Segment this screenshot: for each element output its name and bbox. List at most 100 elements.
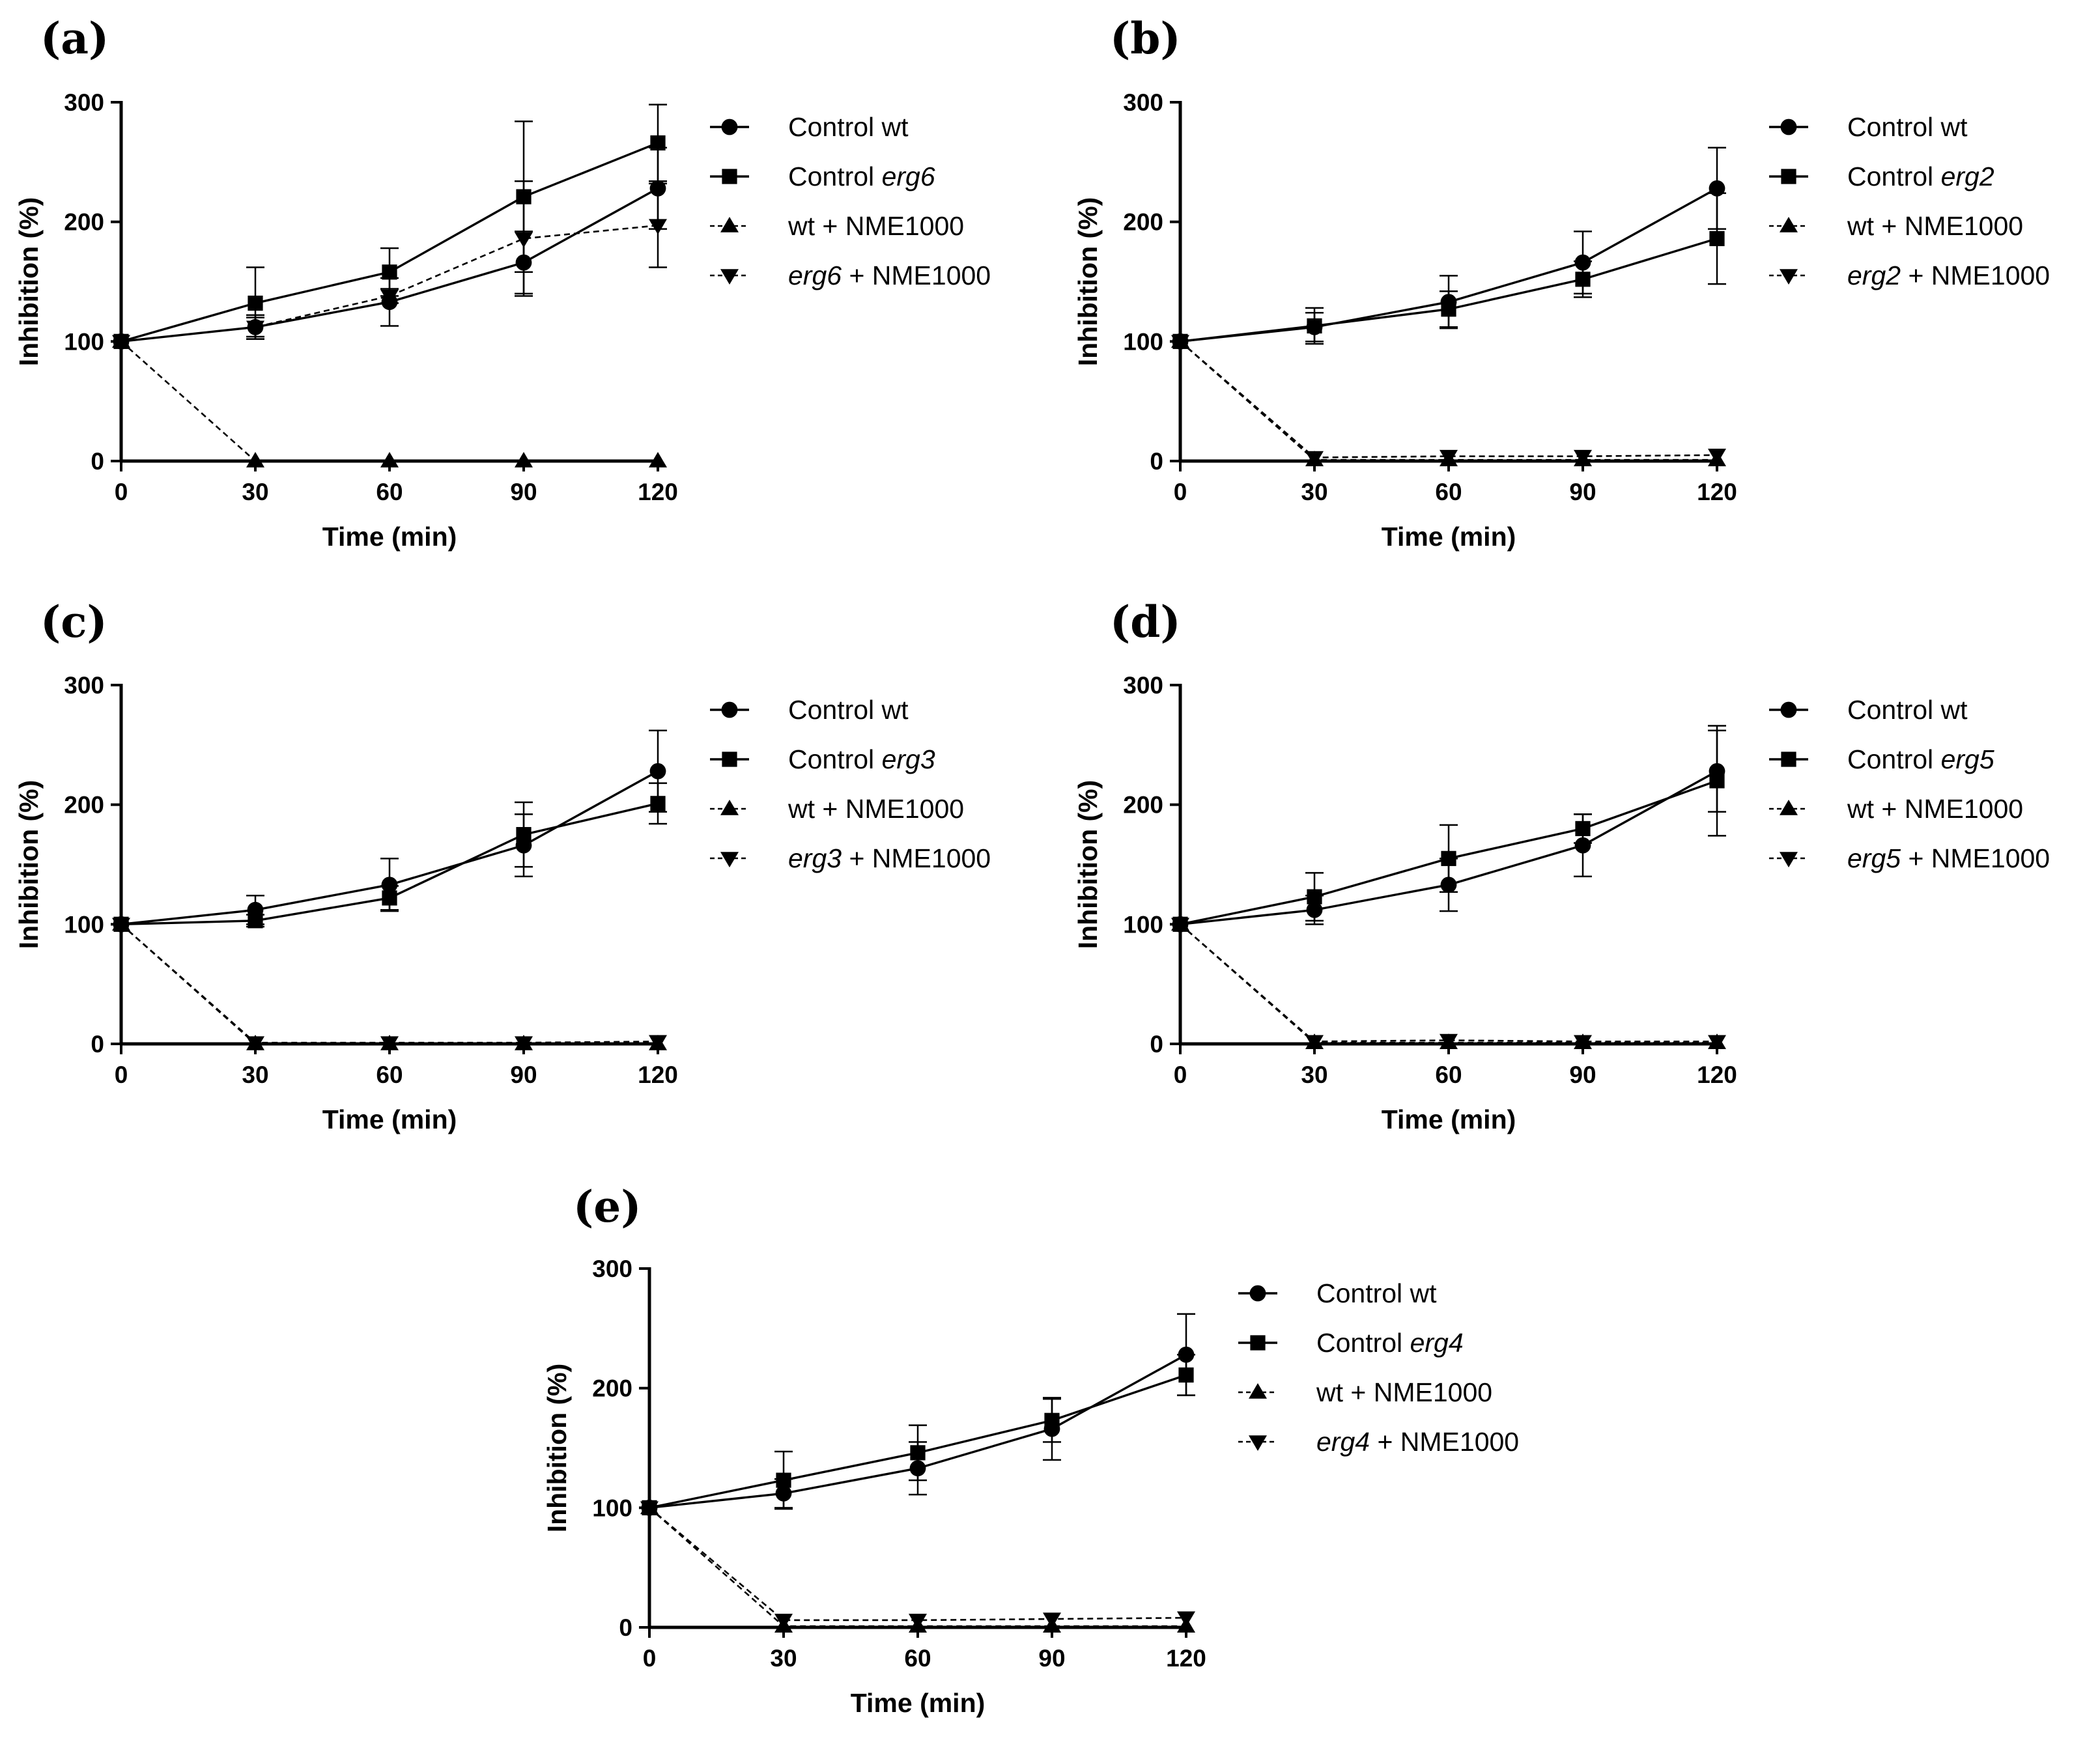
x-tick-label: 60 — [1435, 1061, 1462, 1088]
legend-label-part: wt + NME1000 — [1847, 211, 2023, 241]
legend-marker — [1780, 800, 1798, 815]
data-point — [381, 294, 398, 311]
legend: Control wt Control erg6 wt + NME1000 erg6 +… — [710, 112, 991, 290]
legend-label-part: Control — [788, 161, 882, 191]
y-tick-label: 300 — [1123, 672, 1163, 699]
series-3 — [640, 1501, 1195, 1629]
legend-label-part: erg4 — [1316, 1427, 1370, 1457]
x-tick-label: 120 — [638, 1061, 678, 1088]
y-axis-label: Inhibition (%) — [14, 197, 44, 367]
legend-label: Control wt — [1847, 112, 1968, 142]
chart-panel: (a) 0 100 200 300 0 30 60 90 120 Time (min) Inhibit… — [14, 13, 991, 552]
y-tick-label: 200 — [64, 792, 104, 819]
legend-marker — [1249, 1285, 1266, 1302]
legend-label: Control wt — [1316, 1278, 1437, 1308]
legend-marker — [1249, 1435, 1267, 1451]
data-point — [1575, 821, 1591, 836]
data-point — [1307, 889, 1322, 905]
panel-label: (a) — [40, 13, 109, 64]
y-tick-label: 100 — [64, 328, 104, 355]
legend-item: Control wt — [1769, 112, 1968, 142]
data-point — [1708, 449, 1726, 464]
data-point — [649, 452, 667, 468]
legend-label: Control wt — [1847, 695, 1968, 725]
data-point — [1441, 302, 1456, 317]
data-point — [248, 295, 263, 311]
data-point — [1709, 773, 1725, 789]
series-line — [121, 341, 658, 462]
x-tick-label: 0 — [643, 1645, 657, 1672]
y-tick-label: 0 — [619, 1614, 632, 1641]
y-tick-label: 0 — [91, 1031, 104, 1058]
y-tick-label: 300 — [1123, 89, 1163, 116]
y-tick-label: 300 — [64, 672, 104, 699]
data-point — [380, 452, 399, 468]
legend-label-part: Control — [788, 744, 882, 774]
legend-label: Control erg6 — [788, 161, 935, 191]
legend-label-part: erg6 — [882, 161, 935, 191]
chart-panel: (b) 0 100 200 300 0 30 60 90 120 Time (min) Inhibit… — [1073, 13, 2050, 552]
x-tick-label: 60 — [376, 479, 403, 505]
series-line — [1180, 341, 1717, 461]
legend-label-part: Control — [1316, 1328, 1410, 1358]
legend-item: Control wt — [1238, 1278, 1437, 1308]
series-2 — [112, 332, 667, 468]
data-point — [1172, 916, 1188, 932]
legend-label: Control erg2 — [1847, 161, 1994, 191]
series-3 — [112, 918, 667, 1052]
series-1 — [1172, 192, 1726, 349]
x-tick-label: 90 — [510, 1061, 537, 1088]
data-point — [776, 1472, 791, 1488]
legend-label: wt + NME1000 — [1316, 1377, 1492, 1407]
legend-label: erg4 + NME1000 — [1316, 1427, 1519, 1457]
legend-label-part: erg2 — [1941, 161, 1994, 191]
x-tick-label: 60 — [376, 1061, 403, 1088]
legend-label-part: erg3 — [788, 843, 842, 873]
data-point — [515, 1036, 533, 1052]
legend-marker — [1780, 852, 1798, 867]
legend-item: Control erg2 — [1769, 161, 1994, 191]
x-axis-label: Time (min) — [851, 1688, 986, 1718]
legend-item: wt + NME1000 — [710, 794, 964, 824]
legend-marker — [1780, 119, 1797, 135]
data-point — [642, 1500, 657, 1515]
legend-label-part: erg2 — [1847, 260, 1901, 290]
y-axis-label: Inhibition (%) — [542, 1364, 572, 1533]
legend-item: wt + NME1000 — [1238, 1377, 1492, 1407]
data-point — [382, 264, 397, 280]
data-point — [113, 916, 129, 932]
legend-label-part: Control — [1847, 161, 1941, 191]
chart-panel: (c) 0 100 200 300 0 30 60 90 120 Time (min) Inhibit… — [14, 597, 991, 1134]
legend-marker — [720, 217, 739, 232]
legend: Control wt Control erg4 wt + NME1000 erg4 +… — [1238, 1278, 1519, 1457]
data-point — [1441, 850, 1456, 866]
y-tick-label: 0 — [1150, 1031, 1163, 1058]
legend-marker — [1781, 751, 1796, 767]
series-1 — [642, 1353, 1195, 1515]
data-point — [382, 890, 397, 906]
legend-item: Control wt — [1769, 695, 1968, 725]
legend-label: Control erg4 — [1316, 1328, 1464, 1358]
legend-item: erg5 + NME1000 — [1769, 843, 2050, 873]
legend-label-part: erg6 — [788, 260, 842, 290]
chart-panel: (e) 0 100 200 300 0 30 60 90 120 Time (min) Inhibit… — [542, 1181, 1519, 1718]
series-line — [121, 923, 659, 1044]
legend-item: Control erg6 — [710, 161, 935, 191]
y-tick-label: 0 — [91, 448, 104, 475]
x-tick-label: 0 — [1174, 1061, 1187, 1088]
data-point — [380, 1036, 399, 1052]
data-point — [649, 1035, 667, 1051]
data-point — [516, 826, 532, 843]
legend-item: wt + NME1000 — [1769, 794, 2023, 824]
x-axis-label: Time (min) — [1382, 1104, 1516, 1134]
legend-label: wt + NME1000 — [788, 794, 964, 824]
data-point — [1177, 1611, 1195, 1627]
legend-marker — [1781, 169, 1796, 184]
data-point — [246, 1036, 264, 1052]
legend-item: Control wt — [710, 695, 909, 725]
legend-label: erg6 + NME1000 — [788, 260, 991, 290]
x-axis-label: Time (min) — [322, 522, 457, 552]
series-2 — [1171, 332, 1726, 466]
x-tick-label: 60 — [904, 1645, 931, 1672]
legend-label-part: + NME1000 — [842, 843, 991, 873]
